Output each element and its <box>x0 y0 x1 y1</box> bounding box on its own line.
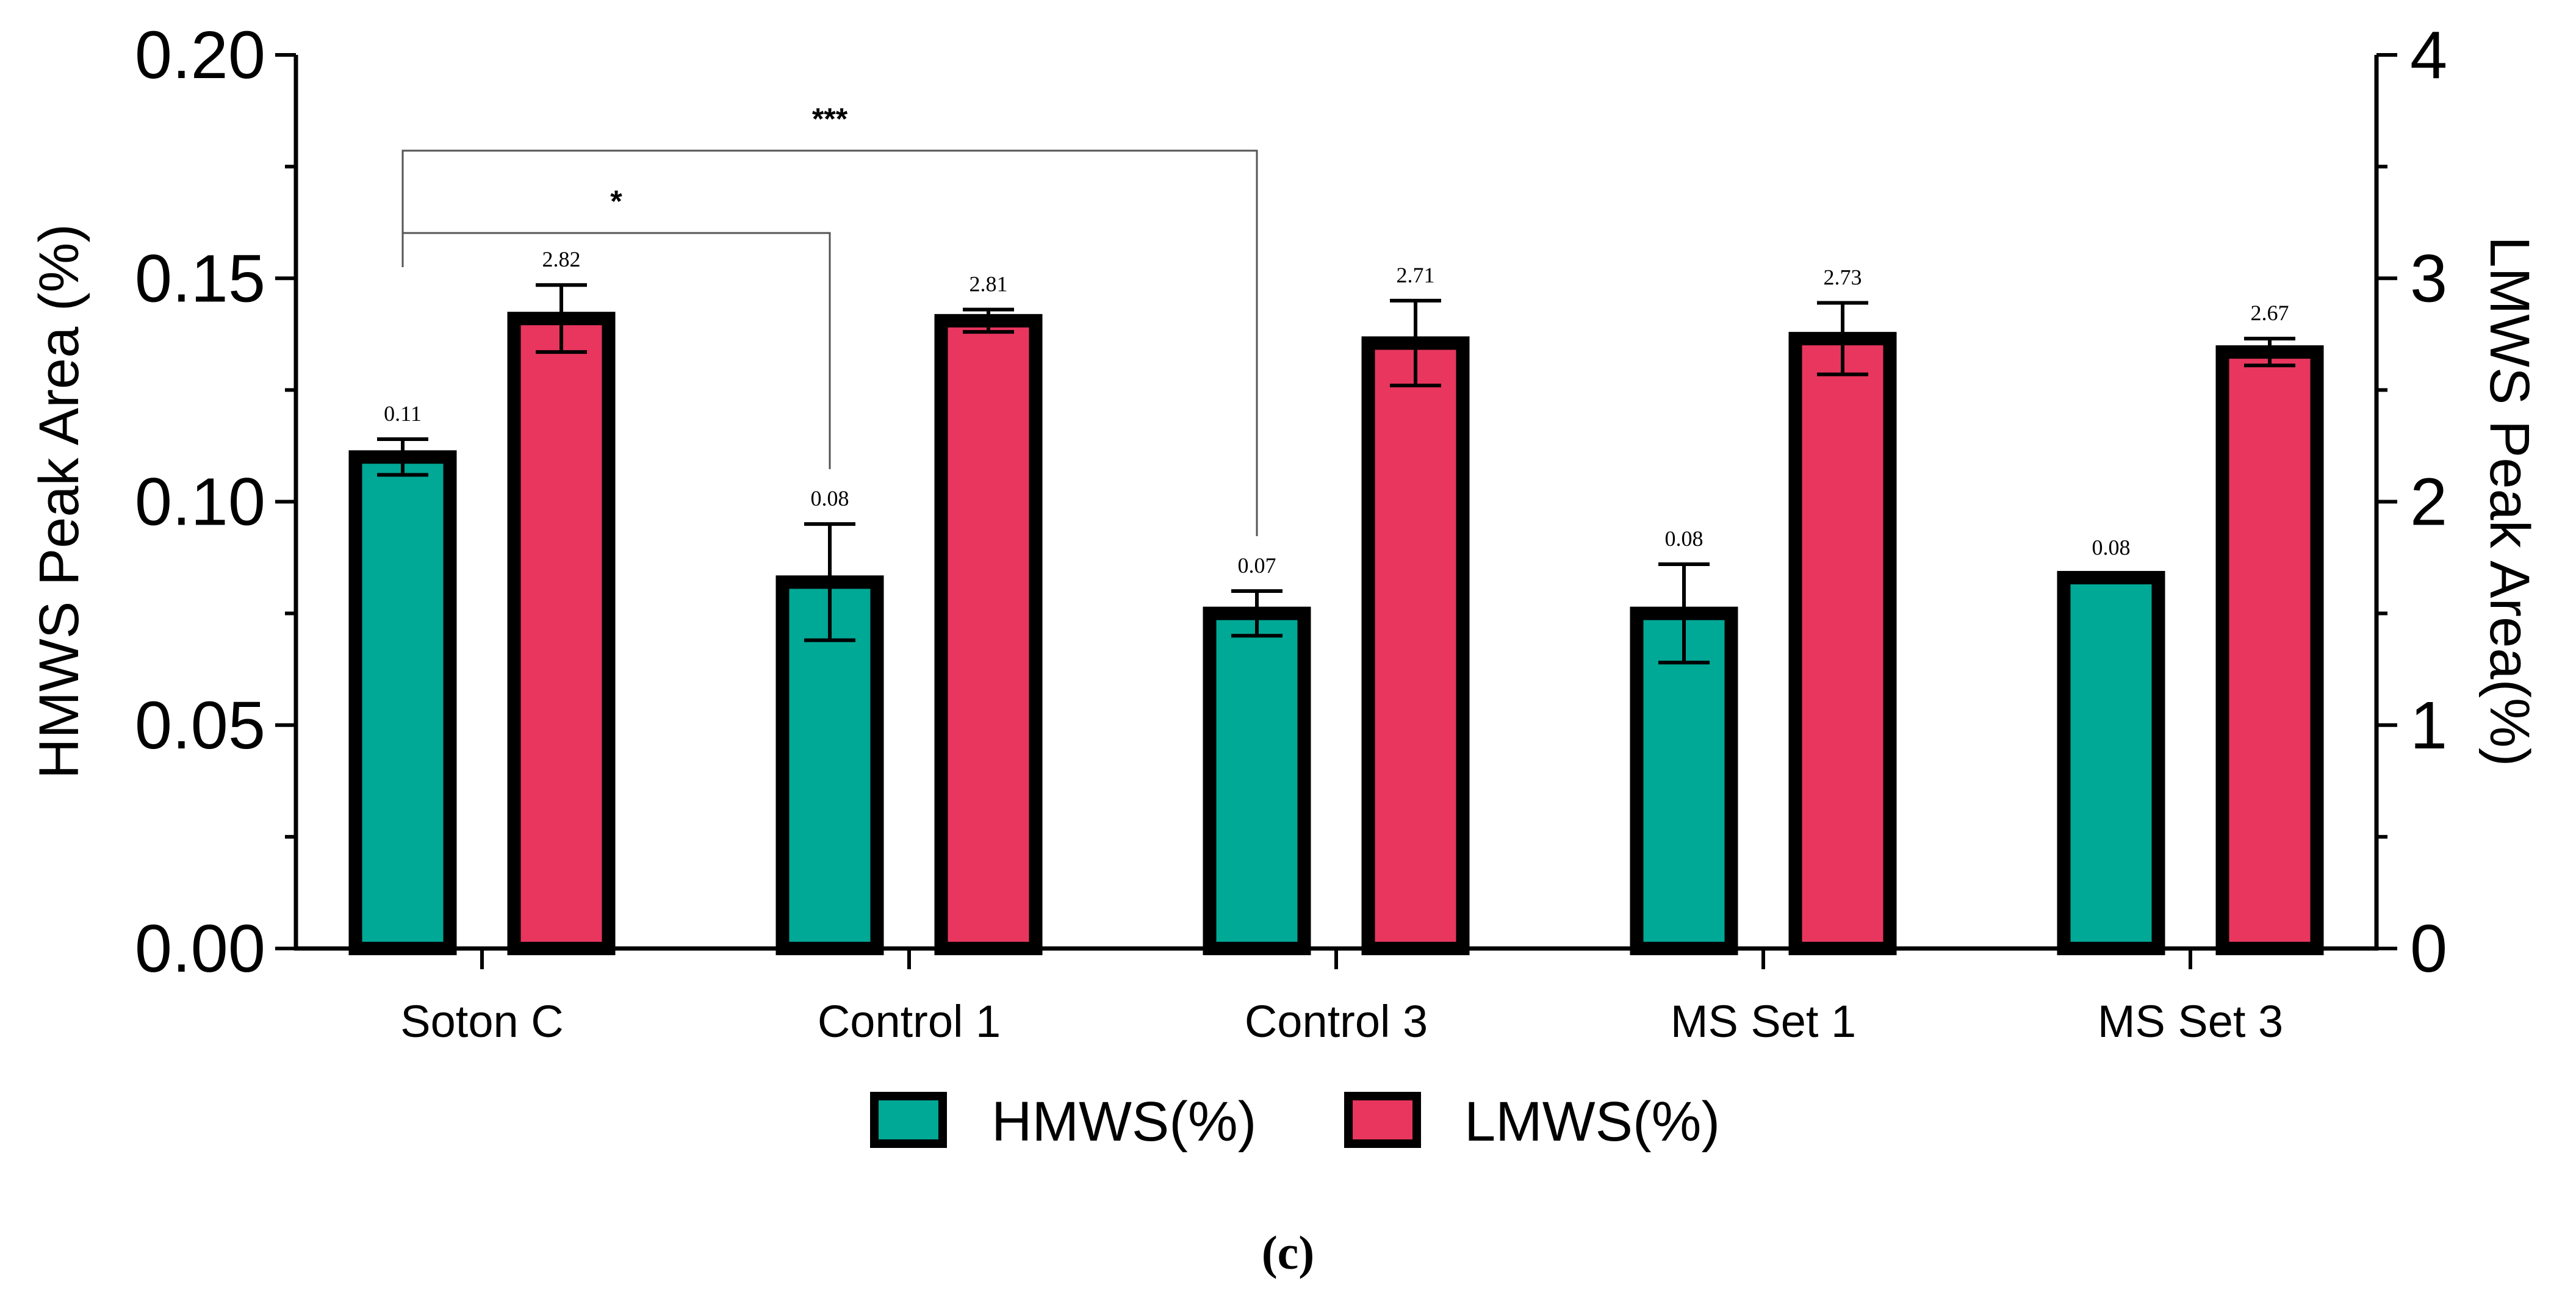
right-tick-label: 2 <box>2410 465 2447 540</box>
category-label: Soton C <box>400 996 563 1047</box>
left-axis-ticks: 0.00 0.05 0.10 0.15 0.20 <box>135 18 296 986</box>
right-axis-title: LMWS Peak Area(%) <box>2478 236 2541 766</box>
lmws-bar <box>1788 332 1897 955</box>
right-axis-ticks: 0 1 2 3 4 <box>2376 18 2447 986</box>
significance-bracket <box>401 149 1258 536</box>
legend: HMWS(%) LMWS(%) <box>870 1091 1720 1153</box>
significance-bracket <box>401 232 831 470</box>
right-tick-label: 1 <box>2410 688 2447 763</box>
left-tick-label: 0.00 <box>135 911 265 986</box>
legend-swatch-hmws <box>870 1092 947 1148</box>
legend-label-hmws: HMWS(%) <box>991 1091 1256 1153</box>
x-axis-ticks: Soton C Control 1 Control 3 MS Set 1 MS Set … <box>400 948 2283 1047</box>
category-label: MS Set 1 <box>1671 996 1856 1047</box>
category-label: MS Set 3 <box>2098 996 2283 1047</box>
lmws-bar <box>1361 336 1470 955</box>
data-label: 0.08 <box>811 486 849 511</box>
right-tick-label: 0 <box>2410 911 2447 986</box>
category-label: Control 3 <box>1245 996 1428 1047</box>
hmws-bar <box>348 450 457 955</box>
lmws-bar <box>2215 345 2324 955</box>
hmws-bar <box>2057 571 2165 955</box>
lmws-bar <box>934 314 1043 955</box>
left-tick-label: 0.20 <box>135 18 265 93</box>
left-tick-label: 0.10 <box>135 465 265 540</box>
data-label: 2.73 <box>1824 265 1862 290</box>
data-label: 2.67 <box>2251 301 2289 325</box>
lmws-bar <box>507 312 616 955</box>
left-axis-title: HMWS Peak Area (%) <box>28 224 90 779</box>
right-tick-label: 3 <box>2410 241 2447 316</box>
data-label: 0.08 <box>2092 536 2131 560</box>
hmws-bar <box>1203 606 1311 955</box>
left-tick-label: 0.15 <box>135 241 265 316</box>
data-label: 2.81 <box>970 272 1008 296</box>
significance-brackets: **** <box>401 102 1258 536</box>
data-label: 0.11 <box>384 401 422 426</box>
right-tick-label: 4 <box>2410 18 2447 93</box>
category-label: Control 1 <box>818 996 1001 1047</box>
significance-label: * <box>610 184 622 218</box>
legend-label-lmws: LMWS(%) <box>1464 1091 1720 1153</box>
figure-caption: (c) <box>1262 1226 1315 1279</box>
legend-swatch-lmws <box>1344 1092 1421 1148</box>
data-label: 2.82 <box>542 247 581 271</box>
data-label: 0.07 <box>1238 553 1276 578</box>
significance-label: *** <box>812 102 848 136</box>
data-label: 2.71 <box>1397 263 1435 287</box>
left-tick-label: 0.05 <box>135 688 265 763</box>
hmws-bar <box>1630 606 1738 955</box>
bars: 0.11 0.08 0.07 0.08 0.08 2.82 2.81 2.71 2.73 2.67 <box>348 247 2324 955</box>
data-label: 0.08 <box>1665 526 1704 551</box>
